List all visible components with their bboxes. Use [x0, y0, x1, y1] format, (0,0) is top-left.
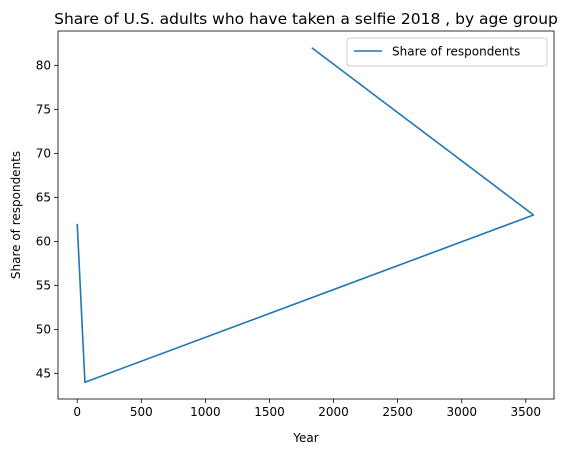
y-tick-label: 60 — [36, 234, 51, 248]
y-tick-label: 55 — [36, 278, 51, 292]
y-tick-label: 80 — [36, 58, 51, 72]
y-tick-label: 65 — [36, 190, 51, 204]
series-line — [76, 47, 535, 384]
x-tick-label: 1000 — [190, 405, 221, 419]
x-axis-label: Year — [292, 431, 318, 445]
chart-title: Share of U.S. adults who have taken a se… — [54, 10, 558, 28]
x-tick-label: 2500 — [382, 405, 413, 419]
y-axis: 45 50 55 60 65 70 75 80 — [36, 58, 58, 380]
plot-area: 0 500 1000 1500 2000 2500 3000 3500 45 50 55 60 65 7… — [36, 30, 555, 419]
series-group — [76, 47, 535, 384]
x-axis: 0 500 1000 1500 2000 2500 3000 3500 — [73, 399, 541, 419]
y-axis-label: Share of respondents — [9, 151, 23, 279]
x-tick-label: 1500 — [254, 405, 285, 419]
x-tick-label: 500 — [130, 405, 153, 419]
y-tick-label: 75 — [36, 102, 51, 116]
x-tick-label: 0 — [73, 405, 81, 419]
legend-box — [346, 37, 548, 67]
x-tick-label: 2000 — [318, 405, 349, 419]
plot-frame — [57, 30, 555, 400]
x-tick-label: 3000 — [446, 405, 477, 419]
y-tick-label: 50 — [36, 322, 51, 336]
y-tick-label: 45 — [36, 366, 51, 380]
legend: Share of respondents — [346, 37, 548, 67]
x-tick-label: 3500 — [511, 405, 542, 419]
legend-label: Share of respondents — [392, 45, 520, 59]
y-tick-label: 70 — [36, 146, 51, 160]
